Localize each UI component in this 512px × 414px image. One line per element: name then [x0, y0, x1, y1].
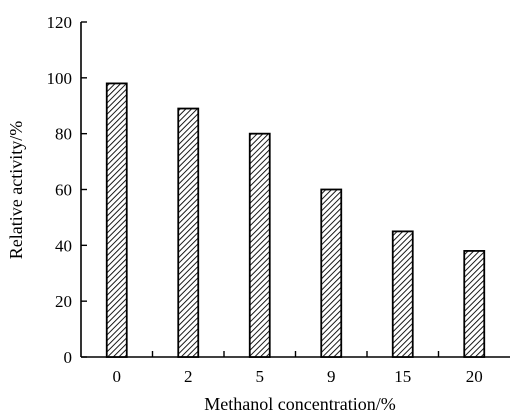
bar-20 — [463, 250, 486, 358]
x-tick-label: 2 — [184, 367, 193, 386]
bar-9 — [320, 188, 343, 358]
y-tick-label: 40 — [55, 236, 72, 255]
bar-5 — [248, 132, 271, 358]
y-tick-label: 100 — [47, 69, 73, 88]
x-tick-label: 20 — [466, 367, 483, 386]
bar-15 — [391, 230, 414, 358]
y-tick-label: 60 — [55, 181, 72, 200]
y-tick-label: 120 — [47, 13, 73, 32]
plot-area — [80, 22, 510, 358]
x-tick-label: 15 — [394, 367, 411, 386]
y-axis-title: Relative activity/% — [6, 121, 26, 259]
x-tick-label: 0 — [113, 367, 122, 386]
x-axis-title: Methanol concentration/% — [204, 394, 395, 414]
y-tick-label: 20 — [55, 292, 72, 311]
bar-0 — [105, 82, 128, 358]
bars — [105, 82, 486, 358]
x-tick-label: 5 — [256, 367, 265, 386]
x-ticks: 0 2 5 9 15 20 — [113, 351, 483, 386]
y-tick-label: 0 — [64, 348, 73, 367]
bar-2 — [177, 107, 200, 358]
x-tick-label: 9 — [327, 367, 336, 386]
y-tick-label: 80 — [55, 125, 72, 144]
y-ticks: 0 20 40 60 80 100 120 — [47, 13, 87, 367]
